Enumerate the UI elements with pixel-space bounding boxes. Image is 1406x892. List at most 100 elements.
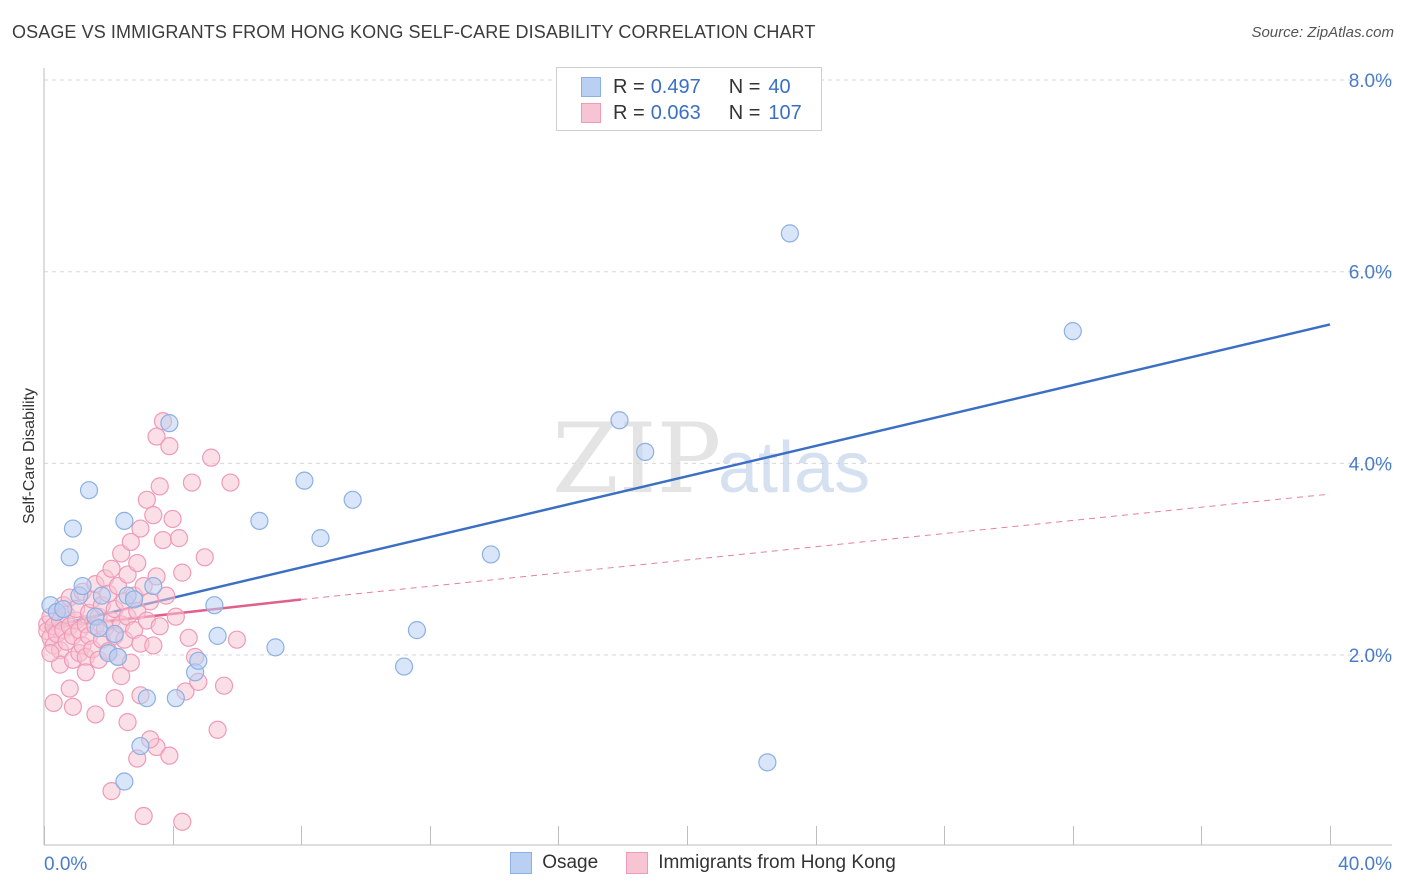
point-osage [407,621,427,640]
point-hong-kong [102,782,121,801]
point-osage [79,481,99,500]
legend-row-osage: R = 0.497 N = 40 [581,75,791,99]
point-osage [250,511,269,530]
point-hong-kong [150,477,169,496]
point-osage [205,596,224,615]
point-hong-kong [76,663,95,682]
point-hong-kong [202,448,221,467]
tick-labels: 2.0% 4.0% 6.0% 8.0% 0.0% 40.0% [44,71,1392,875]
legend-n-label: N = [728,101,761,124]
legend-label-osage: Osage [542,852,599,873]
point-hong-kong [121,532,140,552]
point-osage [189,651,208,670]
point-hong-kong [182,473,201,492]
point-hong-kong [160,746,179,765]
point-osage [105,624,124,644]
point-hong-kong [173,563,192,582]
point-hong-kong [63,697,83,716]
point-osage [166,689,185,708]
point-osage [115,511,134,530]
point-osage [1063,322,1082,341]
legend-n-value: 40 [768,75,791,98]
point-osage [394,657,414,676]
y-tick-label: 6.0% [1349,263,1392,284]
point-hong-kong [221,473,240,492]
point-hong-kong [41,644,60,663]
chart-title: OSAGE VS IMMIGRANTS FROM HONG KONG SELF-… [12,22,816,42]
point-hong-kong [227,630,246,649]
legend-item-hong-kong[interactable]: Immigrants from Hong Kong [626,852,896,874]
legend-n-label: N = [728,75,761,98]
x-tick-label: 0.0% [44,854,87,875]
point-hong-kong [86,705,105,724]
legend-swatch-osage [581,77,601,97]
legend-r-value: 0.063 [650,101,701,124]
point-hong-kong [144,506,163,525]
point-osage [343,490,362,509]
point-hong-kong [157,586,176,605]
point-hong-kong [179,628,198,647]
point-osage [137,689,156,708]
point-hong-kong [214,676,234,695]
source-label: Source: ZipAtlas.com [1251,24,1394,41]
legend-label-hong-kong: Immigrants from Hong Kong [658,852,896,873]
x-tick-label: 40.0% [1338,854,1392,875]
point-osage [758,753,777,772]
point-osage [73,576,92,596]
point-osage [92,586,111,605]
gridlines [44,79,1392,656]
legend-row-hong-kong: R = 0.063 N = 107 [581,101,802,125]
watermark-atlas: atlas [718,428,870,508]
series-legend: Osage Immigrants from Hong Kong [0,852,1406,874]
point-hong-kong [169,529,189,548]
point-hong-kong [134,806,153,826]
point-hong-kong [150,617,169,636]
point-hong-kong [144,636,163,655]
trendline-osage [43,323,1331,630]
point-osage [89,619,108,638]
point-hong-kong [163,509,182,529]
point-osage [636,442,655,461]
point-osage [610,411,629,430]
y-tick-label: 2.0% [1349,646,1392,667]
point-osage [54,599,73,619]
point-osage [311,529,330,548]
point-hong-kong [128,553,147,573]
legend-r-label: R = [613,101,645,124]
y-tick-label: 8.0% [1349,71,1392,92]
point-hong-kong [112,667,131,686]
point-hong-kong [60,679,79,698]
point-hong-kong [173,812,192,831]
point-osage [131,736,150,756]
point-hong-kong [140,592,160,611]
legend-item-osage[interactable]: Osage [510,852,598,874]
point-osage [295,471,314,490]
point-hong-kong [118,713,137,732]
point-osage [60,548,79,567]
legend-swatch-hong-kong [626,852,649,874]
point-hong-kong [160,437,179,456]
legend-r-value: 0.497 [650,75,701,98]
point-hong-kong [137,490,156,509]
points-immigrants-hong-kong [38,412,246,831]
point-hong-kong [208,720,227,739]
point-osage [124,590,144,609]
points-osage [41,224,1082,791]
point-osage [481,545,500,564]
point-osage [144,576,163,596]
point-hong-kong [131,519,150,538]
watermark-zip: ZIP [552,403,721,515]
axes [43,68,1392,846]
point-osage [266,638,285,657]
y-tick-label: 4.0% [1349,454,1392,475]
point-osage [108,647,128,667]
legend-swatch-hong-kong [581,103,601,123]
legend-n-value: 107 [768,101,802,124]
legend-swatch-osage [510,852,533,874]
point-osage [780,224,799,243]
point-hong-kong [44,693,63,713]
point-hong-kong [102,559,121,578]
point-hong-kong [166,607,185,626]
point-osage [160,414,179,433]
